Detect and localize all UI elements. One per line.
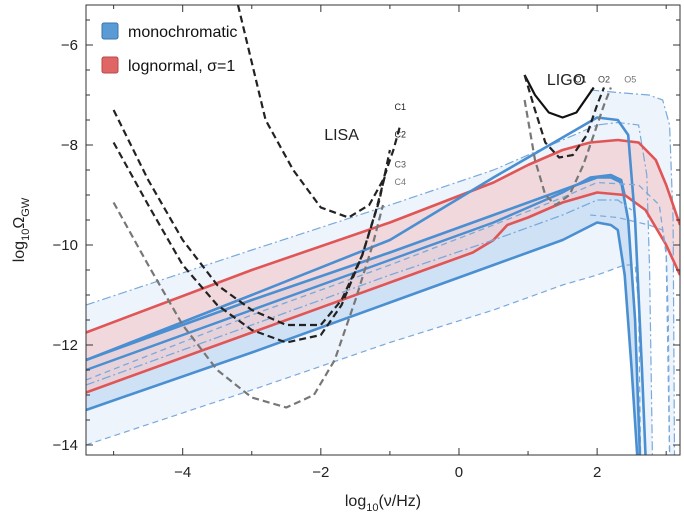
series-o1-16 <box>523 74 595 119</box>
series-o5-18 <box>523 87 612 207</box>
curve-labels: C1 C2 C3 C4 O1 O2 O5 <box>395 75 637 188</box>
x-tick-label: 0 <box>455 464 463 481</box>
band-edge-lower-mono-outer <box>86 264 642 455</box>
x-axis-ticks: −4 −2 0 2 <box>113 5 667 481</box>
x-axis-title: log10(ν/Hz) <box>345 493 421 514</box>
curve-label-o2: O2 <box>598 75 610 85</box>
y-axis-title: log10ΩGW <box>11 197 32 262</box>
spectrum-bands <box>86 90 680 455</box>
curve-label-c2: C2 <box>395 130 407 140</box>
band-edge-upper-mono-outer-right <box>590 89 676 455</box>
y-tick-label: −10 <box>53 237 78 254</box>
y-axis-ticks: −6 −8 −10 −12 −14 <box>53 19 680 454</box>
legend: monochromatic lognormal, σ=1 <box>101 22 237 75</box>
series-c4-15 <box>112 201 385 409</box>
y-axis-title-sub: 10 <box>20 229 32 241</box>
spectrum-curves <box>86 5 680 455</box>
curve-label-o1: O1 <box>575 75 587 85</box>
legend-label-monochromatic: monochromatic <box>128 24 237 41</box>
series-monochromatic-8 <box>86 173 626 372</box>
curve-label-o5: O5 <box>624 75 636 85</box>
series-monochromatic-10 <box>86 199 633 386</box>
y-tick-label: −8 <box>61 137 78 154</box>
plot-frame <box>85 4 681 456</box>
band-edge-upper-mono-outer <box>86 121 653 455</box>
series-o2-17 <box>523 74 606 159</box>
series-lognormal-6 <box>86 138 680 334</box>
series-c1-12 <box>236 5 402 219</box>
curve-label-c1: C1 <box>395 102 407 112</box>
x-axis-title-post: (ν/Hz) <box>378 493 421 510</box>
y-tick-label: −14 <box>53 437 78 454</box>
y-tick-label: −12 <box>53 337 78 354</box>
legend-swatch-lognormal <box>101 56 119 74</box>
x-axis-title-pre: log <box>345 493 366 510</box>
legend-label-lognormal: lognormal, σ=1 <box>128 58 235 75</box>
curve-label-c3: C3 <box>395 160 407 170</box>
region-annotations: LISA LIGO <box>324 72 585 144</box>
y-axis-title-sub2: GW <box>20 197 32 217</box>
x-tick-label: −4 <box>174 464 191 481</box>
series-monochromatic-5 <box>86 221 639 455</box>
series-lognormal-7 <box>86 191 680 394</box>
band-mono-fill <box>86 177 640 455</box>
series-monochromatic-9 <box>86 116 647 455</box>
series-c2-13 <box>112 109 391 327</box>
x-axis-title-sub: 10 <box>366 502 378 514</box>
legend-swatch-monochromatic <box>101 22 119 40</box>
band-lognormal-fill <box>86 140 680 393</box>
x-tick-label: −2 <box>312 464 329 481</box>
y-axis-title-mid: Ω <box>11 217 28 229</box>
y-axis-title-pre: log <box>11 241 28 262</box>
series-monochromatic-11 <box>86 181 671 455</box>
annotation-lisa: LISA <box>324 127 359 144</box>
annotation-ligo: LIGO <box>547 72 585 89</box>
curve-label-c4: C4 <box>395 177 407 187</box>
x-tick-label: 2 <box>593 464 601 481</box>
y-tick-label: −6 <box>61 37 78 54</box>
